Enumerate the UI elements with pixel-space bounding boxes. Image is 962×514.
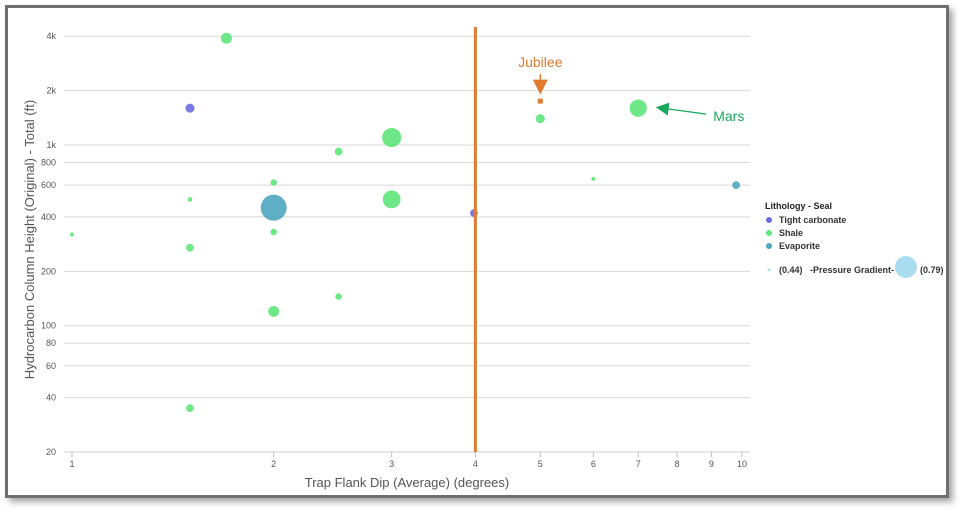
data-point-evaporite <box>732 181 741 189</box>
y-axis: 20 40 60 80 100 200 400 600 800 1k 2k 4k <box>41 31 57 457</box>
legend-entry-label: Evaporite <box>779 241 820 251</box>
data-point-shale <box>535 114 545 124</box>
jubilee-marker <box>537 98 543 104</box>
legend-entries: Tight carbonate Shale Evaporite <box>766 215 846 251</box>
x-tick-label: 8 <box>675 459 680 469</box>
y-tick-label: 400 <box>41 212 56 222</box>
y-tick-label: 2k <box>46 86 56 96</box>
data-point-shale <box>220 32 232 44</box>
data-point-shale <box>270 179 277 186</box>
y-tick-label: 20 <box>46 447 56 457</box>
data-point-shale <box>70 232 74 237</box>
x-tick-label: 7 <box>636 459 641 469</box>
data-point-shale <box>187 197 193 202</box>
chart-frame <box>5 5 949 498</box>
jubilee-label: Jubilee <box>518 54 563 70</box>
x-tick-label: 9 <box>709 459 714 469</box>
size-legend-max-label: (0.79) <box>920 265 944 275</box>
y-tick-label: 800 <box>41 158 56 168</box>
y-tick-label: 100 <box>41 321 56 331</box>
legend-entry-label: Shale <box>779 228 803 238</box>
size-legend-min-marker <box>767 268 771 272</box>
size-legend-max-marker <box>895 256 917 278</box>
y-tick-label: 4k <box>46 31 56 41</box>
legend-marker <box>766 243 772 249</box>
y-tick-label: 40 <box>46 393 56 403</box>
x-tick-label: 6 <box>591 459 596 469</box>
y-tick-label: 60 <box>46 361 56 371</box>
mars-label: Mars <box>713 108 744 124</box>
size-legend-min-label: (0.44) <box>779 265 803 275</box>
y-tick-label: 200 <box>41 266 56 276</box>
data-point-shale <box>382 128 402 148</box>
legend-marker <box>766 217 772 223</box>
data-point-evaporite <box>260 194 287 221</box>
data-point-tight-carbonate <box>185 103 195 113</box>
legend: Lithology - Seal Tight carbonate Shale Eva… <box>765 201 944 278</box>
data-point-shale <box>186 404 194 412</box>
y-tick-label: 600 <box>41 180 56 190</box>
data-point-shale <box>335 293 342 300</box>
data-point-shale <box>270 228 277 236</box>
x-tick-label: 10 <box>737 459 747 469</box>
data-point-shale <box>268 305 280 317</box>
mars-arrow <box>655 102 707 116</box>
y-axis-title: Hydrocarbon Column Height (Original) - T… <box>22 100 37 379</box>
x-axis-title: Trap Flank Dip (Average) (degrees) <box>305 475 509 490</box>
size-legend: (0.44) -Pressure Gradient- (0.79) <box>767 256 944 278</box>
data-point-shale <box>382 190 401 209</box>
data-point-shale <box>629 99 647 117</box>
x-tick-label: 4 <box>473 459 478 469</box>
x-tick-label: 5 <box>538 459 543 469</box>
grid-lines <box>64 35 750 453</box>
x-tick-label: 3 <box>389 459 394 469</box>
data-point-shale <box>591 176 596 181</box>
legend-entry-label: Tight carbonate <box>779 215 846 225</box>
annotations: Jubilee Mars <box>518 54 744 124</box>
legend-title: Lithology - Seal <box>765 201 832 211</box>
legend-marker <box>766 230 772 236</box>
data-point-shale <box>186 243 194 252</box>
x-tick-label: 1 <box>69 459 74 469</box>
x-axis: 1 2 3 4 5 6 7 8 9 10 <box>69 452 747 469</box>
size-legend-label: -Pressure Gradient- <box>810 265 894 275</box>
y-tick-label: 1k <box>46 140 56 150</box>
data-point-shale <box>334 147 343 156</box>
y-tick-label: 80 <box>46 338 56 348</box>
x-tick-label: 2 <box>271 459 276 469</box>
data-points <box>70 32 741 412</box>
